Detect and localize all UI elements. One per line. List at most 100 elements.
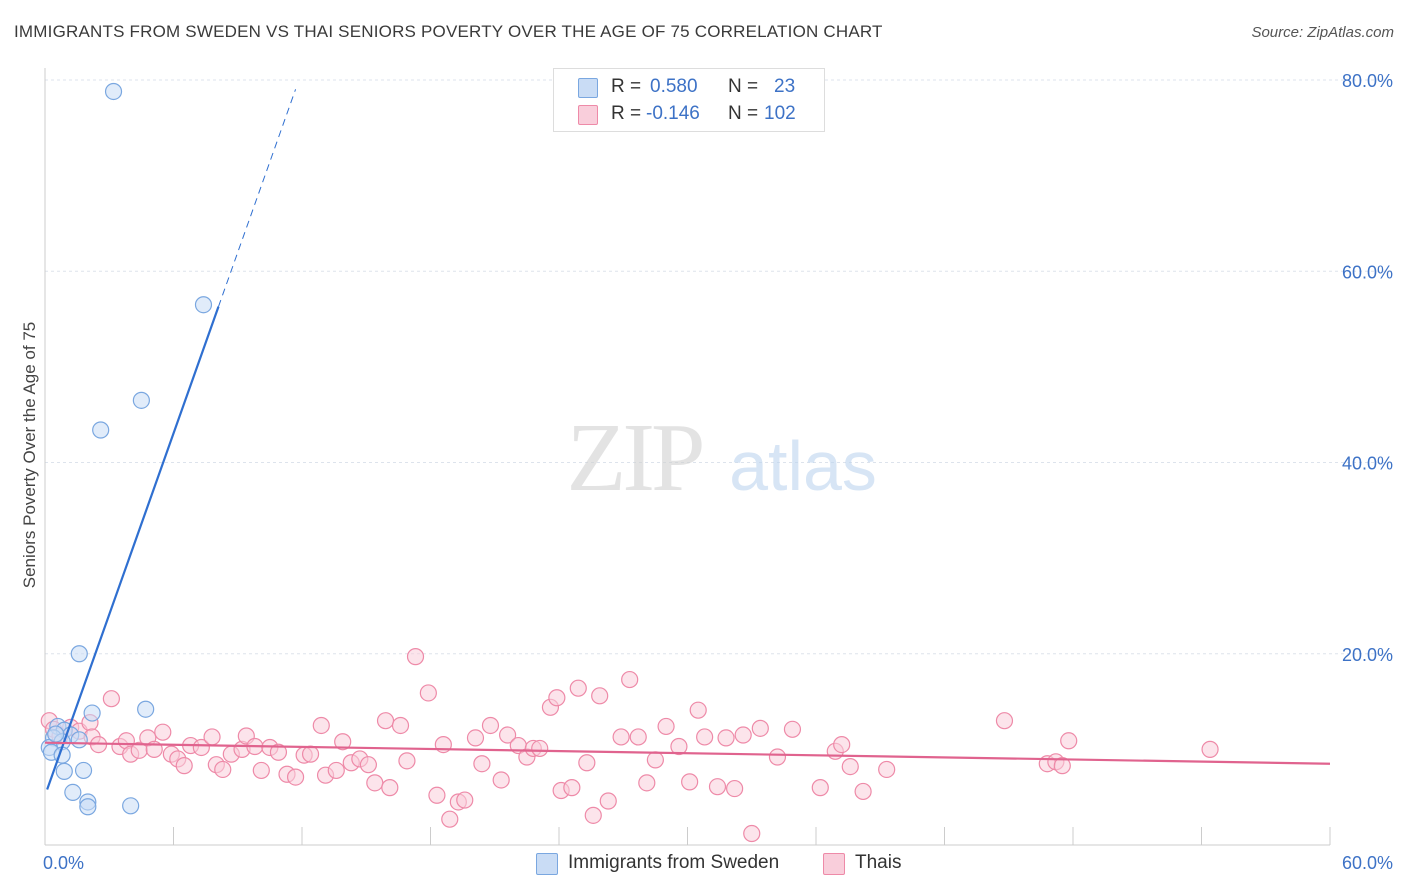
sweden-point [47, 725, 65, 743]
thais-point [657, 717, 675, 736]
thais-point [366, 774, 384, 792]
legend-swatch-thais [578, 105, 598, 125]
legend-row-sweden: R = 0.580 N = 23 [554, 73, 824, 101]
thais-point [419, 684, 437, 702]
watermark-zip: ZIP [567, 404, 702, 512]
thais-point [192, 738, 210, 757]
thais-point [854, 782, 872, 801]
sweden-point [70, 731, 88, 749]
thais-point [783, 720, 802, 738]
sweden-point [132, 391, 150, 409]
legend-swatch-sweden [578, 78, 598, 98]
legend-n-value: 102 [764, 103, 796, 124]
thais-point [334, 733, 352, 751]
thais-point [726, 779, 744, 798]
thais-point [995, 712, 1014, 730]
thais-point [599, 792, 617, 810]
bottom-legend-swatch-sweden [536, 853, 558, 875]
thais-point [612, 728, 630, 746]
thais-point [286, 768, 305, 786]
sweden-point [92, 421, 110, 439]
thais-point [473, 755, 491, 773]
thais-point [689, 701, 707, 719]
thais-point [531, 739, 549, 758]
thais-point [481, 716, 500, 735]
trend-layer [44, 89, 1331, 790]
thais-point [381, 779, 399, 797]
thais-point [391, 716, 410, 735]
legend-n-label: N = [728, 76, 759, 97]
thais-point [681, 773, 699, 791]
legend-r-value: -0.146 [646, 103, 700, 124]
legend-r-label: R = [611, 103, 642, 124]
thais-point [154, 723, 172, 741]
thais-point [629, 728, 647, 746]
points-layer [40, 82, 1219, 843]
thais-point [1201, 740, 1219, 758]
bottom-legend-label-sweden: Immigrants from Sweden [568, 852, 780, 873]
thais-point [563, 779, 581, 797]
thais-point [398, 752, 416, 770]
legend-row-thais: R = -0.146 N = 102 [554, 100, 824, 128]
thais-point [359, 756, 377, 774]
thais-point [301, 745, 320, 763]
sweden-point [83, 704, 101, 722]
thais-point [456, 791, 474, 809]
thais-point [670, 737, 688, 756]
sweden-point [79, 798, 97, 816]
legend-n-label: N = [728, 103, 759, 124]
thais-point [751, 719, 769, 737]
thais-point [406, 648, 425, 666]
thais-point [708, 778, 727, 796]
sweden-point [64, 783, 82, 802]
y-tick-label: 40.0% [1342, 454, 1393, 474]
thais-point [878, 760, 896, 779]
thais-point [646, 751, 664, 769]
thais-point [638, 774, 656, 792]
y-tick-label: 80.0% [1342, 71, 1393, 91]
thais-point [203, 728, 221, 746]
legend-n-value: 23 [774, 76, 796, 97]
thais-point [696, 728, 714, 746]
trend-line-thais [44, 741, 1331, 765]
sweden-point [122, 797, 140, 815]
sweden-point [194, 296, 213, 314]
thais-point [621, 670, 639, 689]
source-credit: Source: ZipAtlas.com [1251, 24, 1394, 41]
thais-point [811, 779, 829, 797]
thais-point [102, 690, 120, 708]
y-tick-label: 60.0% [1342, 262, 1393, 282]
chart-title: IMMIGRANTS FROM SWEDEN VS THAI SENIORS P… [14, 22, 883, 41]
thais-point [175, 757, 193, 775]
thais-point [833, 735, 851, 754]
thais-point [214, 760, 232, 779]
thais-point [252, 761, 270, 780]
x-tick-label-max: 60.0% [1342, 853, 1393, 873]
thais-point [428, 786, 446, 804]
thais-point [717, 729, 735, 747]
thais-point [569, 679, 587, 697]
thais-point [578, 754, 596, 772]
thais-point [441, 810, 459, 828]
legend-r-value: 0.580 [650, 76, 698, 97]
thais-point [768, 748, 787, 766]
thais-point [734, 726, 752, 744]
tick-label-layer: 20.0% 40.0% 60.0% 80.0% 0.0% 60.0% [43, 71, 1393, 873]
thais-point [327, 761, 345, 780]
thais-point [492, 771, 510, 789]
trend-extension-sweden [218, 89, 297, 307]
trend-line-sweden [46, 306, 220, 790]
thais-point [841, 757, 859, 776]
sweden-point [70, 645, 88, 663]
grid-layer [45, 79, 1392, 655]
thais-point [548, 689, 566, 707]
thais-point [376, 712, 395, 730]
watermark-atlas: atlas [729, 427, 877, 505]
thais-point [591, 687, 609, 705]
sweden-point [55, 762, 73, 780]
thais-point [466, 729, 485, 747]
y-tick-label: 20.0% [1342, 645, 1393, 665]
bottom-legend-swatch-thais [823, 853, 845, 875]
sweden-point [104, 82, 123, 101]
thais-point [312, 716, 330, 735]
